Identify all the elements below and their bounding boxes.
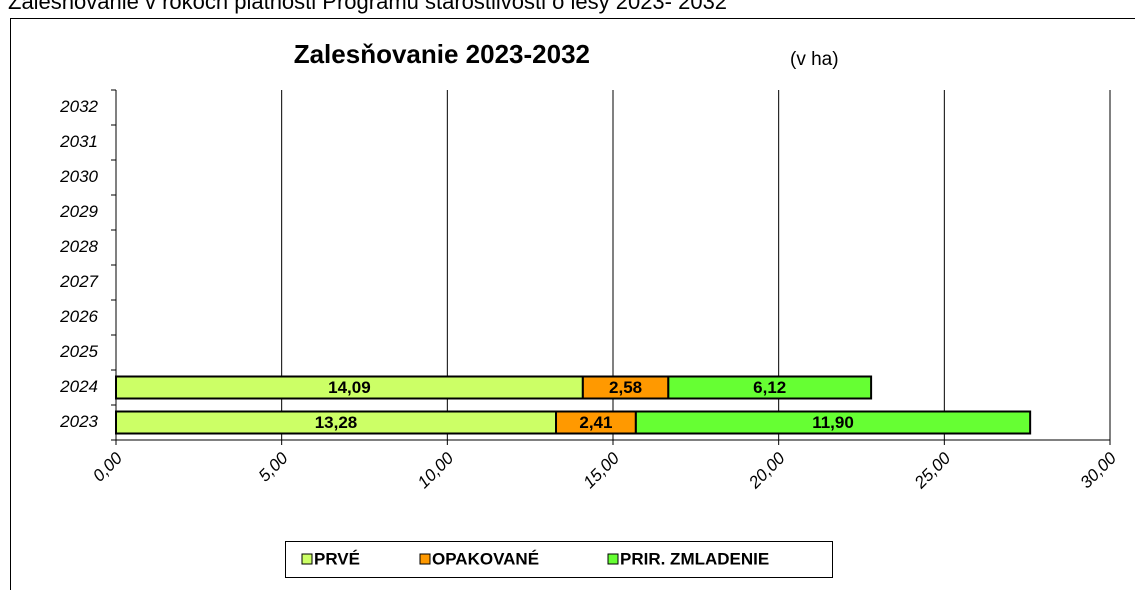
data-label: 2,41 [579,413,612,432]
y-tick-label: 2032 [59,97,98,116]
chart-subtitle: (v ha) [790,49,839,70]
legend-swatch [607,553,619,565]
data-label: 14,09 [328,378,371,397]
y-tick-label: 2026 [59,307,98,326]
data-label: 2,58 [609,378,642,397]
y-tick-label: 2029 [59,202,98,221]
y-tick-label: 2027 [59,272,98,291]
bar-segment [667,375,873,400]
legend-label: PRIR. ZMLADENIE [620,549,769,568]
x-tick-label: 10,00 [414,448,458,492]
x-tick-label: 30,00 [1076,448,1120,492]
legend-label: PRVÉ [314,549,360,568]
x-tick-label: 20,00 [744,448,789,493]
chart-title: Zalesňovanie 2023-2032 [294,39,590,69]
legend-swatch [301,553,313,565]
data-label: 11,90 [812,413,854,432]
y-tick-label: 2023 [59,412,98,431]
x-tick-label: 25,00 [910,448,955,493]
y-tick-label: 2030 [59,167,98,186]
legend-swatch [419,553,431,565]
y-tick-label: 2024 [59,377,98,396]
page-header: Zalesňovanie v rokoch platnosti Programu… [8,0,727,14]
y-tick-label: 2028 [59,237,98,256]
chart-frame [10,18,1135,590]
bar-segment [634,410,1032,435]
legend-label: OPAKOVANÉ [432,549,539,568]
x-tick-label: 0,00 [89,448,126,485]
legend-box [285,541,833,578]
y-tick-label: 2031 [59,132,98,151]
data-label: 6,12 [753,378,786,397]
data-label: 13,28 [315,413,358,432]
x-tick-label: 15,00 [579,448,623,492]
x-tick-label: 5,00 [255,448,292,485]
y-tick-label: 2025 [59,342,98,361]
